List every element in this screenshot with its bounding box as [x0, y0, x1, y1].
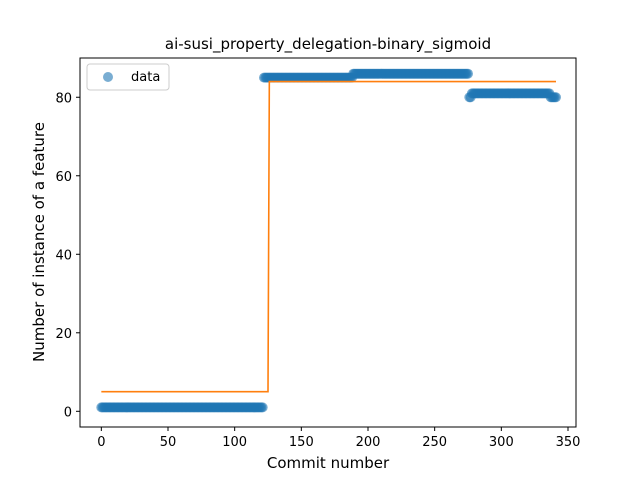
y-tick-label: 40 [55, 248, 72, 263]
legend: data [86, 63, 170, 91]
y-axis: 0 20 40 60 80 [55, 91, 80, 420]
y-tick-label: 0 [64, 405, 72, 420]
legend-box [86, 63, 170, 91]
y-axis-title: Number of instance of a feature [30, 122, 48, 362]
chart-title: ai-susi_property_delegation-binary_sigmo… [165, 35, 491, 54]
x-axis: 0 50 100 150 200 250 300 350 [97, 427, 580, 450]
x-tick-label: 50 [160, 435, 177, 450]
x-tick-label: 300 [489, 435, 514, 450]
legend-marker [103, 72, 113, 82]
x-tick-label: 100 [222, 435, 247, 450]
data-point [463, 68, 473, 79]
x-tick-label: 150 [289, 435, 314, 450]
plot-frame [79, 57, 577, 428]
data-point [257, 402, 268, 413]
y-tick-label: 20 [55, 327, 72, 342]
y-tick-label: 80 [55, 91, 72, 106]
legend-label: data [131, 70, 160, 85]
x-tick-label: 250 [422, 435, 447, 450]
data-point [551, 92, 561, 103]
plot-area [96, 68, 561, 413]
y-tick-label: 60 [55, 170, 72, 185]
fit-line [101, 80, 556, 393]
x-tick-label: 200 [356, 435, 381, 450]
x-tick-label: 0 [97, 435, 105, 450]
x-tick-label: 350 [556, 435, 581, 450]
x-axis-title: Commit number [267, 454, 390, 472]
